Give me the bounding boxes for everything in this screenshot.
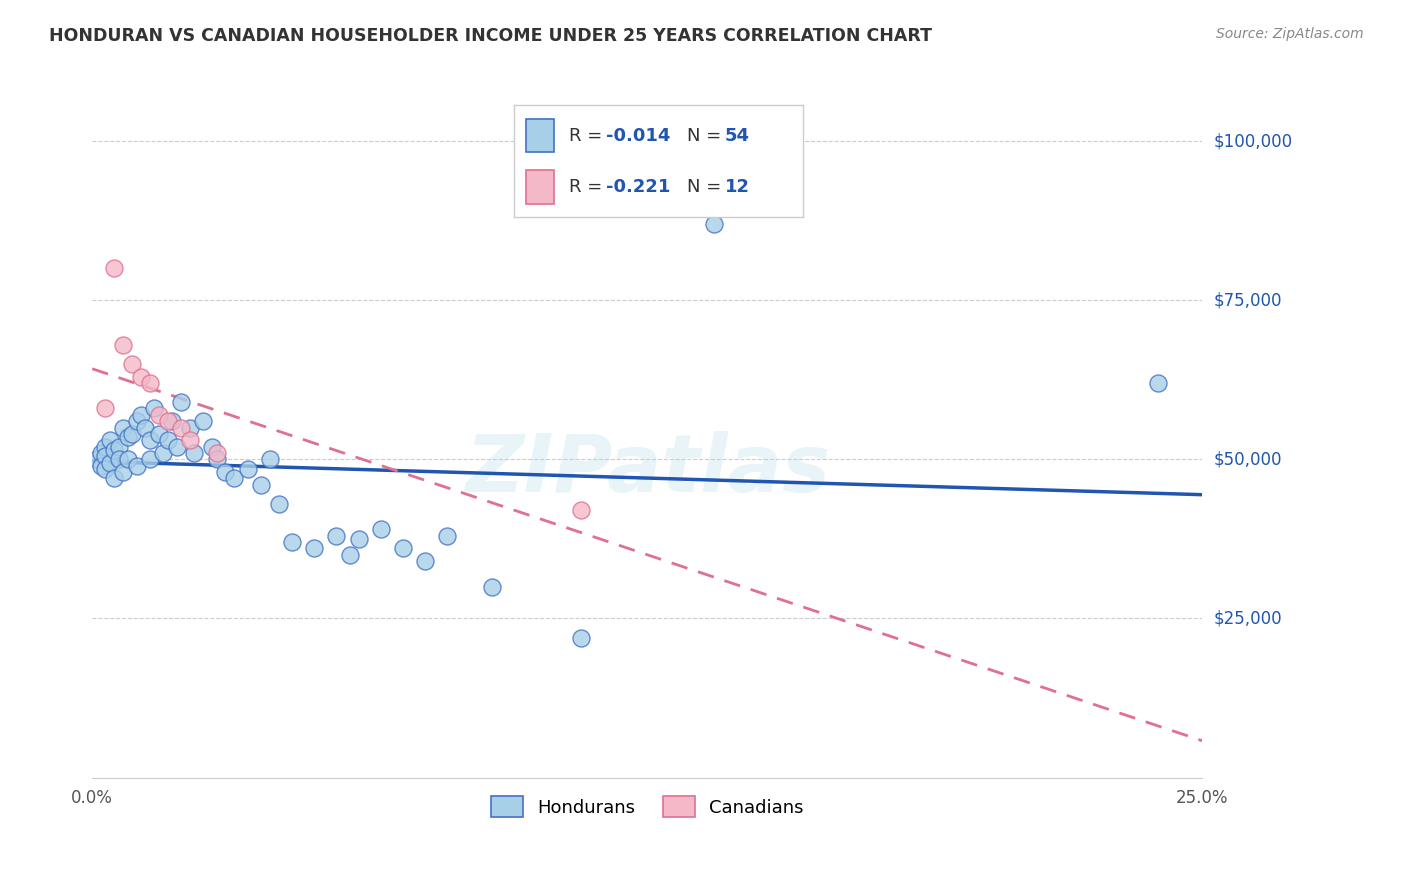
Point	[129, 408, 152, 422]
Point	[259, 452, 281, 467]
Point	[193, 414, 215, 428]
Point	[370, 522, 392, 536]
Point	[90, 446, 112, 460]
Legend: Hondurans, Canadians: Hondurans, Canadians	[484, 789, 811, 824]
Text: $75,000: $75,000	[1213, 291, 1282, 310]
Point	[569, 631, 592, 645]
Point	[1147, 376, 1170, 390]
Point	[94, 440, 117, 454]
Point	[112, 338, 135, 352]
Point	[94, 401, 117, 416]
Point	[214, 465, 236, 479]
Point	[129, 369, 152, 384]
Point	[121, 426, 143, 441]
Point	[98, 434, 121, 448]
Point	[117, 430, 139, 444]
Point	[569, 503, 592, 517]
Point	[103, 471, 125, 485]
Point	[121, 357, 143, 371]
Text: $100,000: $100,000	[1213, 132, 1292, 150]
Text: ZIPatlas: ZIPatlas	[465, 431, 830, 508]
Point	[125, 414, 148, 428]
Point	[436, 529, 458, 543]
Point	[103, 261, 125, 276]
Point	[170, 395, 193, 409]
Point	[339, 548, 361, 562]
Point	[152, 446, 174, 460]
Text: $50,000: $50,000	[1213, 450, 1282, 468]
Point	[205, 446, 228, 460]
Point	[156, 434, 179, 448]
Point	[160, 414, 183, 428]
Text: HONDURAN VS CANADIAN HOUSEHOLDER INCOME UNDER 25 YEARS CORRELATION CHART: HONDURAN VS CANADIAN HOUSEHOLDER INCOME …	[49, 27, 932, 45]
Point	[112, 420, 135, 434]
Point	[224, 471, 246, 485]
Point	[139, 452, 162, 467]
Text: Source: ZipAtlas.com: Source: ZipAtlas.com	[1216, 27, 1364, 41]
Point	[143, 401, 166, 416]
Point	[179, 434, 201, 448]
Point	[94, 449, 117, 463]
Point	[148, 426, 170, 441]
Point	[302, 541, 325, 556]
Point	[86, 452, 108, 467]
Point	[139, 376, 162, 390]
Point	[179, 420, 201, 434]
Point	[325, 529, 347, 543]
Point	[125, 458, 148, 473]
Point	[205, 452, 228, 467]
Point	[139, 434, 162, 448]
Point	[183, 446, 205, 460]
Point	[267, 497, 290, 511]
Point	[347, 532, 370, 546]
Point	[117, 452, 139, 467]
Point	[703, 217, 725, 231]
Point	[236, 462, 259, 476]
Point	[481, 580, 503, 594]
Point	[156, 414, 179, 428]
Point	[250, 477, 273, 491]
Point	[94, 462, 117, 476]
Point	[413, 554, 436, 568]
Point	[166, 440, 188, 454]
Point	[98, 456, 121, 470]
Point	[108, 440, 131, 454]
Point	[134, 420, 156, 434]
Point	[108, 452, 131, 467]
Point	[170, 420, 193, 434]
Point	[201, 440, 224, 454]
Point	[148, 408, 170, 422]
Point	[103, 442, 125, 457]
Point	[112, 465, 135, 479]
Text: $25,000: $25,000	[1213, 609, 1282, 627]
Point	[90, 458, 112, 473]
Point	[392, 541, 415, 556]
Point	[281, 535, 304, 549]
